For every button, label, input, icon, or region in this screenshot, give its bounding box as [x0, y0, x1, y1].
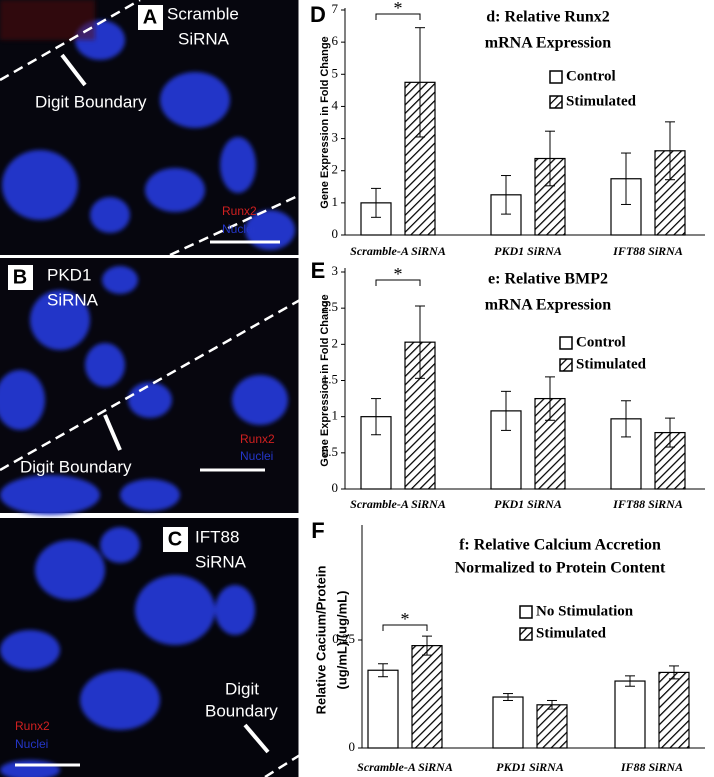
- boundary-label: Digit Boundary: [20, 457, 132, 476]
- chart-title: Normalized to Protein Content: [455, 560, 666, 577]
- legend-label: No Stimulation: [536, 603, 634, 619]
- legend-swatch: [519, 605, 533, 619]
- y-tick-label: 4: [332, 97, 339, 112]
- y-tick-label: 6: [332, 33, 339, 48]
- bar: [536, 704, 568, 749]
- x-tick-label: PKD1 SiRNA: [494, 497, 562, 511]
- stain-label: Nuclei: [15, 737, 48, 751]
- y-axis-label: Relative Cacium/Protein: [313, 566, 328, 715]
- y-tick-label: 5: [332, 65, 339, 80]
- boundary-label: Digit Boundary: [35, 92, 147, 111]
- stain-label: Runx2: [222, 204, 257, 218]
- panel-letter: C: [168, 528, 182, 550]
- boundary-label: Boundary: [205, 701, 278, 720]
- stain-label: Runx2: [240, 432, 275, 446]
- stain-label: Nuclei: [222, 222, 255, 236]
- x-tick-label: Scramble-A SiRNA: [357, 760, 453, 774]
- y-tick-label: 2.5: [322, 299, 338, 314]
- bar: [411, 645, 443, 749]
- panel-letter: E: [311, 258, 326, 283]
- bar: [492, 696, 524, 749]
- panel-letter: D: [310, 2, 326, 27]
- y-tick-label: 0: [332, 480, 339, 495]
- panel-label: IFT88: [195, 527, 239, 546]
- x-tick-label: IFT88 SiRNA: [612, 244, 683, 258]
- panel-letter: B: [13, 266, 27, 288]
- stain-label: Nuclei: [240, 449, 273, 463]
- legend-swatch: [549, 70, 563, 84]
- micrograph-a: A Scramble SiRNA Digit Boundary Runx2 Nu…: [0, 0, 301, 257]
- legend-label: Stimulated: [576, 356, 647, 372]
- y-tick-label: 3: [332, 130, 339, 145]
- significance-bracket: [382, 624, 428, 631]
- panel-label: Scramble: [167, 4, 239, 23]
- x-tick-label: PKD1 SiRNA: [494, 244, 562, 258]
- legend-label: Control: [576, 334, 626, 350]
- legend-swatch: [559, 336, 573, 350]
- y-axis-label: (ug/mL)/(ug/mL): [334, 591, 349, 690]
- x-tick-label: Scramble-A SiRNA: [350, 497, 446, 511]
- panel-letter: F: [311, 518, 324, 543]
- significance-label: *: [394, 0, 403, 18]
- bar: [367, 669, 399, 749]
- y-tick-label: 3: [332, 263, 339, 278]
- legend-swatch: [559, 358, 573, 372]
- legend-label: Stimulated: [536, 625, 607, 641]
- y-tick-label: 0.5: [322, 444, 338, 459]
- x-tick-label: IF88 SiRNA: [620, 760, 683, 774]
- y-tick-label: 7: [332, 1, 339, 16]
- panel-letter: A: [143, 6, 157, 28]
- y-tick-label: 0: [332, 226, 339, 241]
- chart-title: f: Relative Calcium Accretion: [459, 537, 661, 554]
- panel-label: PKD1: [47, 265, 91, 284]
- y-tick-label: 1.5: [322, 371, 338, 386]
- x-tick-label: Scramble-A SiRNA: [350, 244, 446, 258]
- bar: [614, 680, 646, 749]
- y-axis-label: Gene Expression in Fold Change: [319, 36, 331, 208]
- legend-swatch: [549, 95, 563, 109]
- legend-label: Stimulated: [566, 93, 637, 109]
- x-tick-label: PKD1 SiRNA: [496, 760, 564, 774]
- legend-swatch: [519, 627, 533, 641]
- significance-bracket: [375, 279, 421, 286]
- y-tick-label: 2: [332, 335, 339, 350]
- y-tick-label: 0.25: [332, 631, 355, 646]
- chart-title: d: Relative Runx2: [486, 9, 610, 26]
- bar: [658, 671, 690, 749]
- x-tick-label: IFT88 SiRNA: [612, 497, 683, 511]
- significance-label: *: [394, 264, 403, 284]
- y-tick-label: 1: [332, 194, 339, 209]
- boundary-label: Digit: [225, 679, 259, 698]
- legend-label: Control: [566, 68, 616, 84]
- panel-label: SiRNA: [178, 29, 230, 48]
- y-tick-label: 0: [349, 739, 356, 754]
- stain-label: Runx2: [15, 719, 50, 733]
- panel-label: SiRNA: [47, 290, 99, 309]
- chart-title: mRNA Expression: [485, 35, 611, 52]
- panel-label: SiRNA: [195, 552, 247, 571]
- y-tick-label: 1: [332, 408, 339, 423]
- micrograph-b: B PKD1 SiRNA Digit Boundary Runx2 Nuclei: [0, 258, 301, 515]
- chart-title: e: Relative BMP2: [488, 271, 608, 288]
- chart-title: mRNA Expression: [485, 297, 611, 314]
- significance-bracket: [375, 13, 421, 20]
- significance-label: *: [401, 609, 410, 629]
- y-tick-label: 2: [332, 162, 339, 177]
- micrograph-c: C IFT88 SiRNA Digit Boundary Runx2 Nucle…: [0, 518, 301, 777]
- y-axis-label: Gene Expression in Fold Change: [319, 294, 331, 466]
